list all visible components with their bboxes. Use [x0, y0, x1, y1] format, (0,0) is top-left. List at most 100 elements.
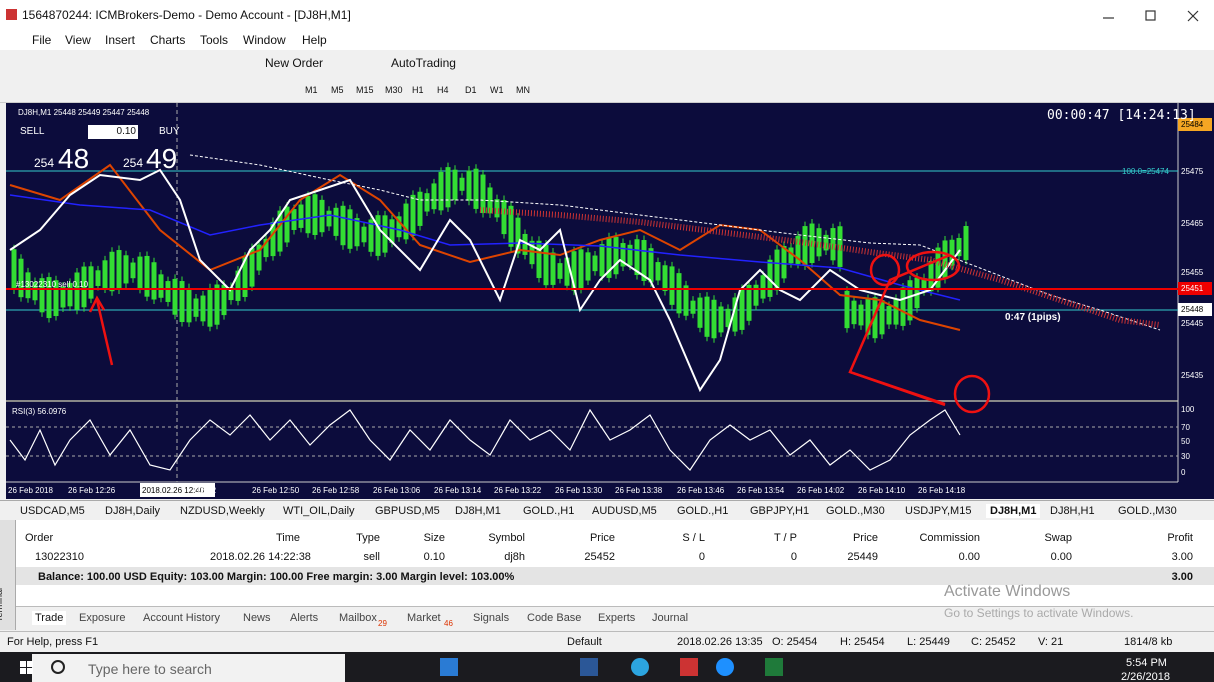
- candle-body: [130, 262, 136, 279]
- candle-body: [410, 194, 416, 236]
- chart-tab[interactable]: GOLD.,H1: [523, 505, 575, 517]
- window-controls: [1103, 10, 1199, 22]
- chart-tab[interactable]: GOLD.,H1: [677, 505, 729, 517]
- timeframe-button[interactable]: M15: [356, 85, 374, 95]
- candle-body: [109, 251, 115, 292]
- activation-title: Activate Windows: [944, 583, 1071, 600]
- order-cell: 13022310: [35, 551, 84, 563]
- candle-body: [39, 278, 45, 313]
- balance-summary: Balance: 100.00 USD Equity: 103.00 Margi…: [38, 571, 515, 583]
- chart-tab[interactable]: DJ8H,M1: [986, 504, 1041, 518]
- chart-tab[interactable]: WTI_OIL,Daily: [283, 505, 355, 517]
- search-box[interactable]: [32, 654, 345, 682]
- rsi-axis-label: 70: [1181, 423, 1190, 432]
- terminal-tab[interactable]: Journal: [652, 612, 689, 624]
- chart-tab[interactable]: GBPUSD,M5: [375, 505, 440, 517]
- candle-body: [879, 300, 885, 335]
- candle-body: [74, 272, 80, 310]
- candle-body: [151, 262, 157, 300]
- candle-body: [354, 218, 360, 247]
- timeframe-button[interactable]: M5: [331, 85, 344, 95]
- candle-body: [690, 300, 696, 314]
- timeframe-button[interactable]: H1: [412, 85, 424, 95]
- sell-button[interactable]: SELL: [20, 126, 45, 137]
- chart-tab[interactable]: USDCAD,M5: [20, 505, 85, 517]
- time-axis-label: 26 Feb 12:58: [312, 486, 360, 495]
- timeframe-button[interactable]: M30: [385, 85, 403, 95]
- candle-body: [424, 193, 430, 212]
- status-field: H: 25454: [840, 636, 885, 648]
- candle-body: [438, 171, 444, 211]
- chart-tab[interactable]: USDJPY,M15: [905, 505, 972, 517]
- chart-tab[interactable]: GBPJPY,H1: [750, 505, 810, 517]
- timeframe-button[interactable]: MN: [516, 85, 530, 95]
- menu-item[interactable]: Help: [302, 33, 327, 47]
- timeframe-button[interactable]: M1: [305, 85, 318, 95]
- candle-body: [725, 308, 731, 328]
- candle-body: [627, 244, 633, 266]
- candle-body: [179, 281, 185, 323]
- menu-item[interactable]: Insert: [105, 33, 136, 47]
- order-cell: 3.00: [1171, 551, 1193, 563]
- terminal-tab[interactable]: Experts: [598, 612, 636, 624]
- column-header: Swap: [1044, 532, 1072, 544]
- pips-label: 0:47 (1pips): [1005, 312, 1061, 323]
- candle-body: [501, 199, 507, 235]
- candle-body: [746, 284, 752, 321]
- candle-body: [46, 277, 52, 319]
- candle-body: [648, 248, 654, 283]
- terminal-tab[interactable]: Account History: [143, 612, 221, 624]
- time-axis-label: 26 Feb 13:54: [737, 486, 785, 495]
- chart-tab[interactable]: DJ8H,H1: [1050, 505, 1095, 517]
- candle-body: [774, 249, 780, 291]
- chart-tab[interactable]: DJ8H,Daily: [105, 505, 161, 517]
- candle-body: [186, 288, 192, 323]
- candle-body: [193, 298, 199, 317]
- candle-body: [417, 191, 423, 226]
- timeframe-button[interactable]: H4: [437, 85, 449, 95]
- new-order-button[interactable]: New Order: [265, 56, 324, 70]
- order-cell: 2018.02.26 14:22:38: [210, 551, 311, 563]
- buy-button[interactable]: BUY: [159, 126, 180, 137]
- candle-body: [242, 256, 248, 298]
- balance-profit: 3.00: [1171, 571, 1193, 583]
- rsi-label: RSI(3) 56.0976: [12, 407, 67, 416]
- terminal-tab[interactable]: Market: [407, 612, 441, 624]
- chart-tab[interactable]: GOLD.,M30: [826, 505, 885, 517]
- terminal-tab[interactable]: Exposure: [79, 612, 126, 624]
- timeframe-button[interactable]: W1: [490, 85, 504, 95]
- order-cell: 25452: [584, 551, 615, 563]
- search-icon: [51, 660, 65, 674]
- candle-body: [802, 226, 808, 266]
- terminal-tab[interactable]: Signals: [473, 612, 510, 624]
- terminal-tab[interactable]: Alerts: [290, 612, 319, 624]
- candle-body: [305, 196, 311, 234]
- candle-body: [753, 284, 759, 306]
- timeframe-button[interactable]: D1: [465, 85, 477, 95]
- terminal-tab[interactable]: News: [243, 612, 271, 624]
- column-header: Order: [25, 532, 54, 544]
- candle-body: [578, 249, 584, 289]
- menu-item[interactable]: Charts: [150, 33, 186, 47]
- candle-body: [431, 183, 437, 210]
- lot-size[interactable]: 0.10: [88, 125, 138, 139]
- terminal-tab[interactable]: Mailbox: [339, 612, 377, 624]
- chart-tab[interactable]: NZDUSD,Weekly: [180, 505, 265, 517]
- terminal-tab[interactable]: Code Base: [527, 612, 582, 624]
- menu-item[interactable]: Tools: [200, 33, 229, 47]
- start-button[interactable]: [20, 661, 33, 674]
- rsi-axis-label: 100: [1181, 405, 1195, 414]
- time-axis-label: 26 Feb 14:18: [918, 486, 966, 495]
- autotrading-button[interactable]: AutoTrading: [391, 56, 456, 70]
- ma-red: [9, 163, 961, 331]
- terminal-tab[interactable]: Trade: [32, 611, 67, 625]
- menu-item[interactable]: File: [32, 33, 52, 47]
- candle-body: [214, 284, 220, 325]
- search-placeholder[interactable]: Type here to search: [88, 661, 212, 677]
- chart-tab[interactable]: DJ8H,M1: [455, 505, 501, 517]
- chart-tab[interactable]: AUDUSD,M5: [592, 505, 657, 517]
- menu-item[interactable]: Window: [243, 33, 286, 47]
- candle-body: [683, 285, 689, 316]
- menu-item[interactable]: View: [65, 33, 91, 47]
- chart-tab[interactable]: GOLD.,M30: [1118, 505, 1177, 517]
